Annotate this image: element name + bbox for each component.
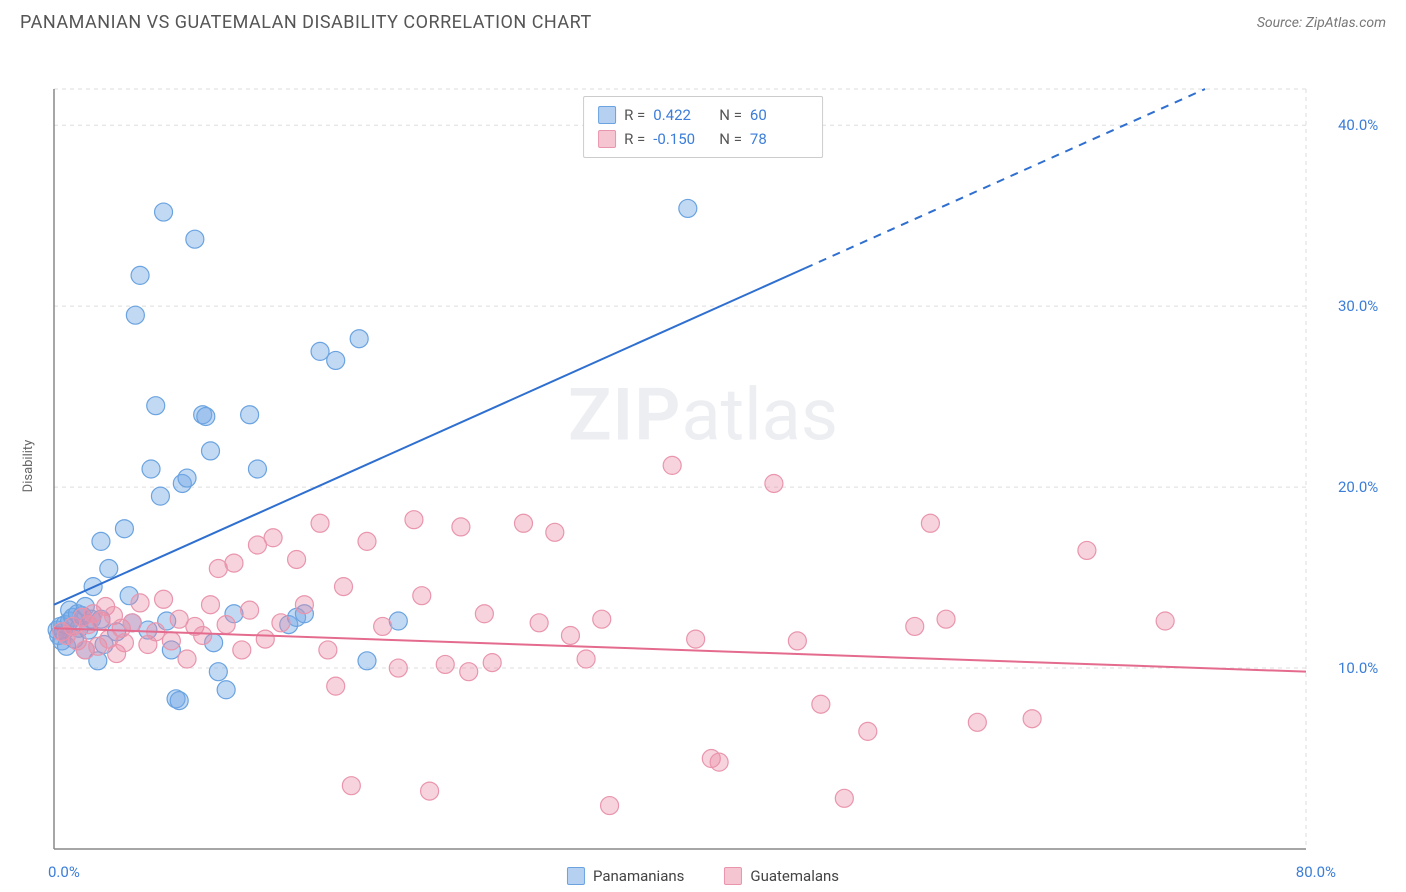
- n-value-guatemalans: 78: [750, 127, 808, 151]
- chart-area: Disability ZIPatlas 10.0%20.0%30.0%40.0%…: [0, 41, 1406, 891]
- svg-text:20.0%: 20.0%: [1338, 478, 1378, 496]
- svg-text:10.0%: 10.0%: [1338, 659, 1378, 677]
- n-value-panamanians: 60: [750, 103, 808, 127]
- chart-source: Source: ZipAtlas.com: [1257, 15, 1386, 31]
- stats-row-guatemalans: R = -0.150 N = 78: [598, 127, 808, 151]
- stats-legend: R = 0.422 N = 60 R = -0.150 N = 78: [583, 96, 823, 158]
- swatch-blue-icon: [567, 867, 585, 885]
- stats-row-panamanians: R = 0.422 N = 60: [598, 103, 808, 127]
- swatch-blue-icon: [598, 106, 616, 124]
- swatch-pink-icon: [724, 867, 742, 885]
- svg-text:80.0%: 80.0%: [1296, 863, 1336, 881]
- svg-text:30.0%: 30.0%: [1338, 297, 1378, 315]
- svg-text:0.0%: 0.0%: [48, 863, 80, 881]
- r-value-panamanians: 0.422: [653, 103, 711, 127]
- chart-title: PANAMANIAN VS GUATEMALAN DISABILITY CORR…: [20, 12, 592, 33]
- legend-item-panamanians: Panamanians: [567, 867, 684, 885]
- swatch-pink-icon: [598, 130, 616, 148]
- chart-header: PANAMANIAN VS GUATEMALAN DISABILITY CORR…: [0, 0, 1406, 41]
- scatter-plot: 10.0% 20.0% 30.0% 40.0% 0.0% 80.0%: [0, 41, 1406, 891]
- svg-text:40.0%: 40.0%: [1338, 116, 1378, 134]
- y-axis-label: Disability: [21, 440, 36, 493]
- series-legend: Panamanians Guatemalans: [567, 867, 839, 885]
- r-value-guatemalans: -0.150: [653, 127, 711, 151]
- legend-item-guatemalans: Guatemalans: [724, 867, 839, 885]
